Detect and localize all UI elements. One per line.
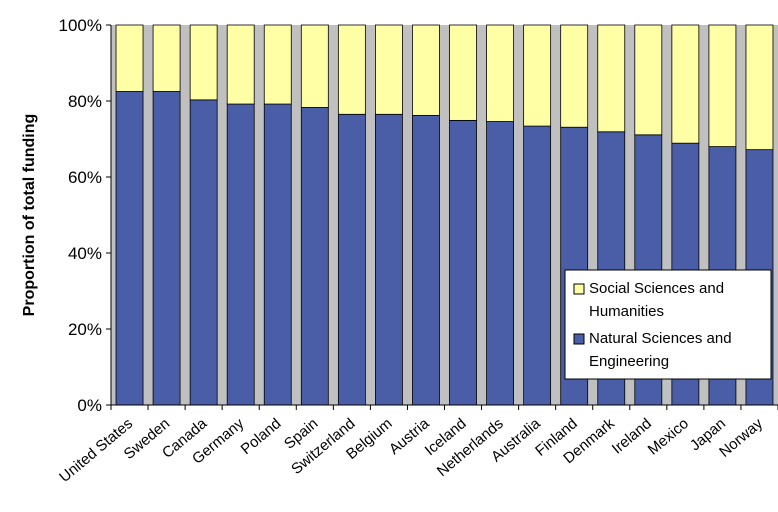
x-category-label: Ireland <box>609 415 655 458</box>
bar-natural-sciences <box>152 91 181 406</box>
bar-social-sciences <box>375 24 403 115</box>
y-tick-label: 40% <box>68 244 102 263</box>
bar-social-sciences <box>560 24 589 128</box>
bar-social-sciences <box>300 24 329 108</box>
bar-social-sciences <box>449 24 477 121</box>
bar-social-sciences <box>115 24 144 92</box>
bar-social-sciences <box>337 24 366 115</box>
legend: Social Sciences and Humanities Natural Sci… <box>564 269 772 380</box>
bar-natural-sciences <box>300 107 329 406</box>
bar-social-sciences <box>634 24 663 136</box>
bar-natural-sciences <box>375 113 403 406</box>
bar-social-sciences <box>226 24 255 105</box>
x-category-label: Poland <box>238 415 285 458</box>
y-axis-title: Proportion of total funding <box>21 114 38 317</box>
legend-box <box>564 269 772 380</box>
y-tick-label: 100% <box>59 16 102 35</box>
bar-natural-sciences <box>523 125 552 406</box>
bar-natural-sciences <box>263 103 292 406</box>
legend-swatch-natural-sciences <box>573 333 585 345</box>
y-tick-label: 20% <box>68 320 102 339</box>
bar-social-sciences <box>189 24 218 101</box>
bar-social-sciences <box>263 24 292 105</box>
bar-social-sciences <box>597 24 626 133</box>
bar-social-sciences <box>708 24 737 147</box>
y-tick-label: 80% <box>68 92 102 111</box>
bar-social-sciences <box>523 24 552 127</box>
y-tick-label: 0% <box>77 396 102 415</box>
bar-natural-sciences <box>189 99 218 406</box>
bar-natural-sciences <box>115 91 144 406</box>
y-axis: 0% 20% 40% 60% 80% 100% <box>59 16 112 415</box>
bar-social-sciences <box>152 24 181 92</box>
bar-social-sciences <box>486 24 514 122</box>
bar-natural-sciences <box>486 121 514 406</box>
bar-natural-sciences <box>449 119 477 406</box>
x-axis: United StatesSwedenCanadaGermanyPolandSp… <box>56 404 778 486</box>
legend-swatch-social-sciences <box>573 283 585 295</box>
legend-label: Humanities <box>589 303 664 320</box>
legend-label: Engineering <box>589 353 669 370</box>
bar-social-sciences <box>745 24 774 151</box>
bar-natural-sciences <box>226 103 255 406</box>
legend-label: Social Sciences and <box>589 280 724 297</box>
x-category-label: Norway <box>716 415 766 461</box>
bar-natural-sciences <box>412 115 440 406</box>
bar-natural-sciences <box>337 113 366 406</box>
bar-social-sciences <box>671 24 700 144</box>
legend-label: Natural Sciences and <box>589 330 732 347</box>
bar-social-sciences <box>412 24 440 116</box>
y-tick-label: 60% <box>68 168 102 187</box>
x-category-label: Mexico <box>645 415 692 459</box>
